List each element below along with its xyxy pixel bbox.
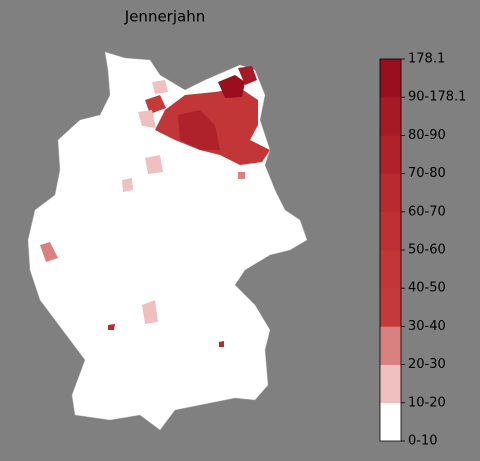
colorbar-segment: [380, 173, 401, 213]
colorbar-segment: [380, 250, 401, 289]
region: [218, 75, 245, 98]
region: [40, 242, 58, 262]
region: [142, 300, 158, 324]
colorbar-segment: [380, 59, 401, 98]
region: [108, 324, 115, 330]
map-title: Jennerjahn: [124, 8, 205, 26]
region: [138, 110, 156, 128]
colorbar-label: 20-30: [408, 357, 446, 372]
colorbar-label: 70-80: [408, 166, 446, 181]
colorbar-label: 178.1: [408, 52, 445, 67]
colorbar-label: 50-60: [408, 243, 446, 258]
colorbar: 0-10 10-20 20-30 30-40 40-50 50-60 60-70 70-80 8…: [380, 52, 466, 449]
colorbar-segment: [380, 211, 401, 251]
colorbar-label: 60-70: [408, 204, 446, 219]
colorbar-segment: [380, 97, 401, 136]
colorbar-segment: [380, 326, 401, 365]
colorbar-label: 40-50: [408, 281, 446, 296]
region: [152, 80, 168, 94]
region: [145, 95, 166, 114]
colorbar-label: 90-178.1: [408, 90, 466, 105]
colorbar-segment: [380, 364, 401, 404]
colorbar-frame: [379, 58, 402, 442]
colorbar-label: 10-20: [408, 395, 446, 410]
colorbar-segment: [380, 288, 401, 327]
region: [238, 66, 257, 85]
region: [122, 178, 133, 192]
colorbar-label: 30-40: [408, 319, 446, 334]
colorbar-label: 0-10: [408, 434, 438, 449]
region: [145, 155, 163, 174]
region: [178, 110, 220, 150]
colorbar-segment: [380, 135, 401, 174]
colorbar-label: 80-90: [408, 128, 446, 143]
germany-map: [27, 51, 308, 431]
region: [238, 172, 245, 179]
colorbar-segment: [380, 402, 401, 442]
region: [219, 341, 224, 347]
